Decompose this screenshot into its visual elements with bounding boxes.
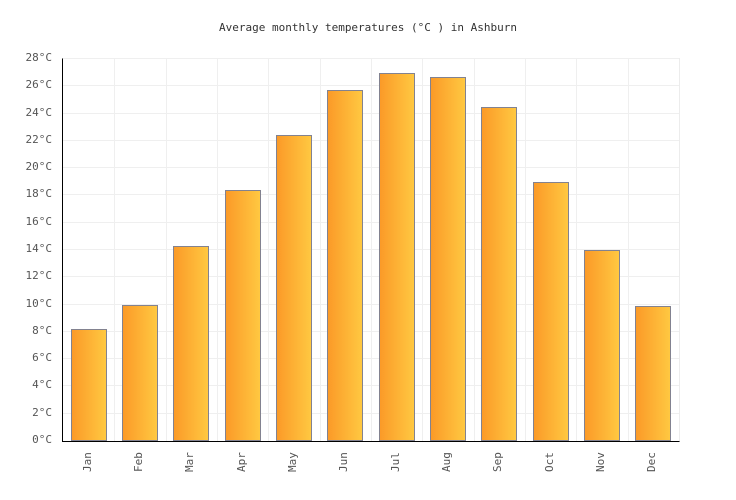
month-label-jun: Jun bbox=[337, 452, 351, 472]
gridline-v-1 bbox=[114, 59, 116, 441]
month-label-oct: Oct bbox=[542, 452, 556, 472]
y-tick-label-2: 2°C bbox=[32, 405, 52, 419]
bar-apr[interactable] bbox=[224, 189, 261, 441]
bar-jul[interactable] bbox=[378, 72, 415, 441]
bar-nov[interactable] bbox=[584, 250, 620, 441]
bar-sep[interactable] bbox=[481, 106, 518, 441]
gridline-v-9 bbox=[525, 59, 526, 441]
y-tick-label-20: 20°C bbox=[25, 160, 53, 174]
gridline-v-8 bbox=[473, 59, 475, 441]
y-tick-label-28: 28°C bbox=[25, 51, 53, 64]
gridline-v-6 bbox=[371, 59, 372, 441]
y-tick-label-18: 18°C bbox=[25, 187, 53, 201]
gridline-h-28 bbox=[63, 58, 679, 59]
y-tick-label-6: 6°C bbox=[32, 351, 52, 365]
y-tick-label-14: 14°C bbox=[25, 242, 53, 255]
gridline-v-11 bbox=[627, 59, 629, 441]
gridline-v-2 bbox=[165, 59, 167, 441]
month-label-feb: Feb bbox=[132, 452, 145, 472]
chart-title: Average monthly temperatures (°C ) in As… bbox=[218, 21, 517, 34]
y-tick-label-0: 0°C bbox=[32, 433, 52, 446]
bar-jun[interactable] bbox=[327, 90, 364, 441]
month-label-jul: Jul bbox=[388, 452, 402, 472]
plot-area bbox=[62, 58, 680, 442]
month-label-jan: Jan bbox=[80, 452, 94, 472]
bar-aug[interactable] bbox=[430, 76, 466, 441]
gridline-v-10 bbox=[576, 59, 578, 441]
bar-jan[interactable] bbox=[70, 329, 107, 441]
bar-may[interactable] bbox=[276, 135, 312, 441]
month-label-apr: Apr bbox=[234, 452, 248, 472]
month-label-sep: Sep bbox=[491, 452, 505, 472]
y-tick-label-10: 10°C bbox=[25, 296, 53, 310]
bar-feb[interactable] bbox=[122, 304, 158, 441]
month-label-nov: Nov bbox=[594, 452, 607, 472]
gridline-v-5 bbox=[319, 59, 321, 441]
y-tick-label-8: 8°C bbox=[32, 323, 52, 337]
month-label-dec: Dec bbox=[645, 452, 659, 472]
bar-dec[interactable] bbox=[635, 305, 672, 441]
gridline-v-7 bbox=[422, 59, 424, 441]
bar-oct[interactable] bbox=[532, 181, 569, 441]
y-tick-label-24: 24°C bbox=[25, 105, 53, 119]
y-tick-label-26: 26°C bbox=[25, 78, 53, 92]
gridline-v-4 bbox=[268, 59, 270, 441]
month-label-mar: Mar bbox=[183, 452, 197, 472]
gridline-v-3 bbox=[217, 59, 218, 441]
y-tick-label-22: 22°C bbox=[25, 132, 53, 146]
month-label-aug: Aug bbox=[440, 452, 453, 472]
y-tick-label-12: 12°C bbox=[25, 269, 53, 283]
y-tick-label-4: 4°C bbox=[32, 378, 52, 392]
y-tick-label-16: 16°C bbox=[25, 214, 53, 228]
bar-mar[interactable] bbox=[173, 245, 210, 441]
month-label-may: May bbox=[286, 452, 299, 472]
